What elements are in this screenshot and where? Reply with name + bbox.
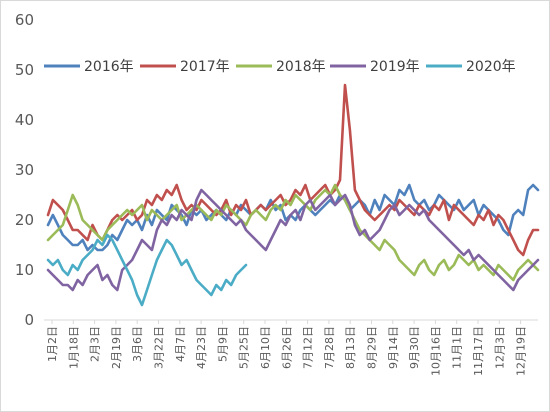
x-axis-ticks: 1月2日 1月18日 2月3日 2月19日 3月6日 3月22日 4月7日 4月23日 5月9日… (46, 320, 528, 376)
x-tick-label: 8月13日 (344, 326, 357, 369)
x-tick-label: 8月29日 (366, 326, 379, 369)
y-tick-label: 30 (15, 161, 34, 179)
legend: 2016年 2017年 2018年 2019年 2020年 (44, 59, 516, 75)
legend-label: 2018年 (276, 59, 326, 75)
legend-label: 2019年 (370, 59, 420, 75)
x-tick-label: 9月14日 (387, 326, 400, 369)
x-tick-label: 1月2日 (46, 326, 59, 362)
y-tick-label: 60 (15, 11, 34, 29)
legend-label: 2020年 (466, 59, 516, 75)
legend-label: 2017年 (180, 59, 230, 75)
x-tick-label: 4月7日 (174, 326, 187, 362)
x-tick-label: 2月19日 (110, 326, 123, 369)
x-tick-label: 11月17日 (472, 326, 485, 376)
x-tick-label: 4月23日 (195, 326, 208, 369)
x-tick-label: 12月19日 (515, 326, 528, 376)
y-tick-label: 0 (24, 311, 34, 329)
x-tick-label: 1月18日 (67, 326, 80, 369)
x-tick-label: 7月12日 (302, 326, 315, 369)
x-tick-label: 5月9日 (216, 326, 229, 362)
series-line-3 (46, 188, 540, 292)
y-tick-label: 40 (15, 111, 34, 129)
x-tick-label: 10月16日 (429, 326, 442, 376)
series-line-0 (46, 183, 540, 252)
x-tick-label: 3月6日 (131, 326, 144, 362)
y-tick-label: 50 (15, 61, 34, 79)
x-tick-label: 12月3日 (493, 326, 506, 369)
x-tick-label: 3月22日 (153, 326, 166, 369)
legend-label: 2016年 (84, 59, 134, 75)
x-tick-label: 11月1日 (451, 326, 464, 369)
x-tick-label: 6月10日 (259, 326, 272, 369)
y-tick-label: 20 (15, 211, 34, 229)
series-line-4 (46, 233, 248, 307)
y-axis-ticks: 0 10 20 30 40 50 60 (15, 11, 34, 329)
x-tick-label: 6月26日 (280, 326, 293, 369)
series-lines (46, 83, 540, 307)
x-tick-label: 7月28日 (323, 326, 336, 369)
x-tick-label: 9月30日 (408, 326, 421, 369)
y-tick-label: 10 (15, 261, 34, 279)
x-tick-label: 5月25日 (238, 326, 251, 369)
x-tick-label: 2月3日 (89, 326, 102, 362)
series-line-2 (46, 183, 540, 282)
